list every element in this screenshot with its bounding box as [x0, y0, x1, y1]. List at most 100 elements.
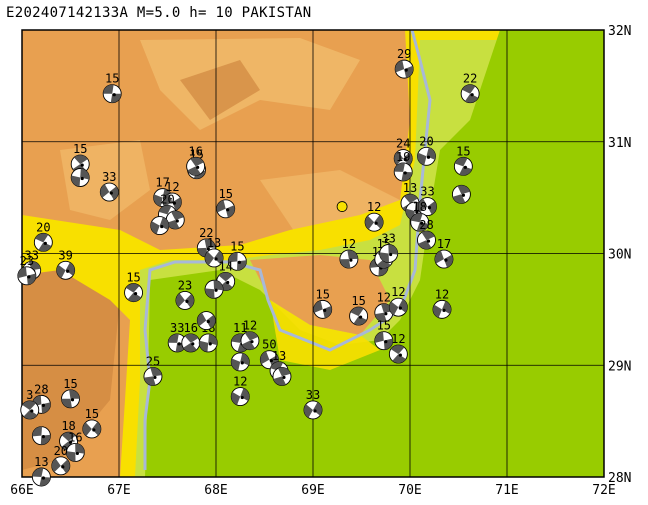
- compressional-quadrant: [35, 233, 49, 243]
- focal-mechanism[interactable]: 24: [393, 137, 413, 168]
- focal-mechanism[interactable]: [165, 210, 185, 230]
- depth-label: 12: [367, 200, 381, 214]
- focal-mechanism[interactable]: 3: [20, 388, 40, 420]
- focal-mechanism[interactable]: 29: [394, 47, 414, 79]
- depth-label: 33: [420, 185, 434, 199]
- depth-label: 13: [34, 455, 48, 469]
- focal-mechanism[interactable]: [196, 311, 216, 330]
- focal-mechanism[interactable]: 20: [51, 444, 71, 476]
- p-axis-dot: [206, 319, 210, 324]
- depth-label: 13: [403, 181, 417, 195]
- depth-label: 15: [230, 239, 244, 253]
- compressional-quadrant: [61, 398, 72, 408]
- p-axis-dot: [463, 165, 467, 169]
- focal-mechanism[interactable]: 12: [339, 237, 359, 269]
- focal-mechanism[interactable]: 18: [410, 200, 430, 232]
- compressional-quadrant: [74, 155, 88, 165]
- focal-mechanism[interactable]: 25: [143, 354, 163, 386]
- p-axis-dot: [92, 428, 96, 432]
- p-axis-dot: [237, 260, 241, 264]
- p-axis-dot: [426, 155, 431, 159]
- focal-mechanism[interactable]: 12: [230, 375, 250, 406]
- focal-mechanism[interactable]: 13: [204, 236, 224, 268]
- latitude-tick-label: 29N: [608, 359, 631, 374]
- p-axis-dot: [41, 476, 46, 480]
- focal-mechanism[interactable]: 15: [313, 287, 333, 319]
- depth-label: 12: [233, 375, 247, 389]
- compressional-quadrant: [339, 259, 351, 269]
- compressional-quadrant: [374, 215, 384, 229]
- focal-mechanism[interactable]: 15: [227, 239, 247, 271]
- p-axis-dot: [177, 342, 181, 346]
- depth-label: 33: [24, 248, 38, 262]
- focal-mechanism[interactable]: 20: [417, 134, 436, 166]
- focal-mechanism[interactable]: 23: [17, 254, 37, 286]
- focal-mechanism[interactable]: [272, 366, 292, 386]
- compressional-quadrant: [60, 459, 70, 474]
- p-axis-dot: [420, 221, 424, 225]
- focal-mechanism[interactable]: 15: [453, 144, 473, 176]
- depth-label: 16: [68, 430, 82, 444]
- focal-mechanism[interactable]: [451, 184, 471, 204]
- focal-mechanism[interactable]: 12: [388, 332, 408, 364]
- compressional-quadrant: [241, 340, 255, 350]
- focal-mechanism[interactable]: 23: [175, 278, 195, 310]
- p-axis-dot: [41, 403, 46, 407]
- compressional-quadrant: [374, 331, 384, 343]
- epicenter-marker[interactable]: [336, 201, 348, 212]
- compressional-quadrant: [244, 331, 259, 341]
- focal-mechanism[interactable]: 15: [61, 377, 80, 409]
- focal-mechanism[interactable]: 33: [418, 185, 437, 217]
- depth-label: 15: [456, 144, 470, 158]
- p-axis-dot: [226, 208, 230, 212]
- depth-label: 15: [85, 407, 99, 421]
- focal-mechanism[interactable]: [230, 352, 250, 372]
- focal-mechanism[interactable]: 33: [303, 388, 323, 420]
- focal-mechanism[interactable]: 16: [186, 144, 206, 176]
- p-axis-dot: [66, 269, 70, 273]
- compressional-quadrant: [56, 264, 66, 279]
- depth-label: 12: [165, 180, 179, 194]
- focal-mechanism[interactable]: 12: [374, 291, 394, 323]
- focal-mechanism[interactable]: 50: [259, 338, 279, 370]
- focal-mechanism[interactable]: 12: [162, 180, 182, 212]
- focal-mechanism[interactable]: 12: [388, 285, 408, 317]
- compressional-quadrant: [374, 312, 387, 322]
- focal-mechanism[interactable]: 15: [102, 72, 122, 104]
- compressional-quadrant: [38, 242, 52, 252]
- focal-mechanism[interactable]: 20: [33, 220, 53, 252]
- compressional-quadrant: [175, 293, 185, 307]
- focal-mechanism[interactable]: [31, 426, 51, 446]
- compressional-quadrant: [190, 157, 204, 167]
- focal-mechanism[interactable]: 15: [349, 294, 369, 326]
- p-axis-dot: [240, 395, 244, 400]
- depth-label: 20: [419, 134, 433, 148]
- longitude-tick-label: 70E: [398, 483, 421, 498]
- focal-mechanism[interactable]: 39: [56, 248, 76, 280]
- focal-mechanism[interactable]: 17: [434, 237, 454, 269]
- p-axis-dot: [384, 340, 388, 344]
- focal-mechanism[interactable]: 12: [240, 319, 260, 351]
- depth-label: 33: [306, 388, 320, 402]
- focal-mechanism[interactable]: 15: [124, 271, 144, 303]
- focal-mechanism[interactable]: 12: [364, 200, 384, 232]
- focal-mechanism[interactable]: 12: [432, 287, 452, 319]
- focal-mechanism[interactable]: 16: [181, 321, 201, 353]
- focal-mechanism[interactable]: 33: [99, 170, 119, 202]
- focal-mechanism[interactable]: 33: [167, 321, 187, 353]
- focal-mechanism[interactable]: 15: [374, 319, 394, 351]
- focal-mechanism[interactable]: [70, 168, 90, 187]
- focal-mechanism[interactable]: 15: [216, 187, 236, 219]
- depth-label: 33: [381, 232, 395, 246]
- focal-mechanism[interactable]: [150, 216, 170, 236]
- focal-mechanism[interactable]: 33: [379, 232, 399, 263]
- focal-mechanism[interactable]: 22: [460, 72, 480, 104]
- focal-mechanism[interactable]: 15: [82, 407, 102, 439]
- focal-mechanism[interactable]: 19: [393, 150, 413, 182]
- p-axis-dot: [27, 275, 31, 279]
- focal-mechanism[interactable]: 16: [65, 430, 85, 462]
- focal-mechanism[interactable]: [204, 279, 224, 299]
- focal-mechanism[interactable]: 13: [31, 455, 51, 487]
- focal-mechanism[interactable]: 28: [417, 218, 436, 250]
- depth-label: 33: [170, 321, 184, 335]
